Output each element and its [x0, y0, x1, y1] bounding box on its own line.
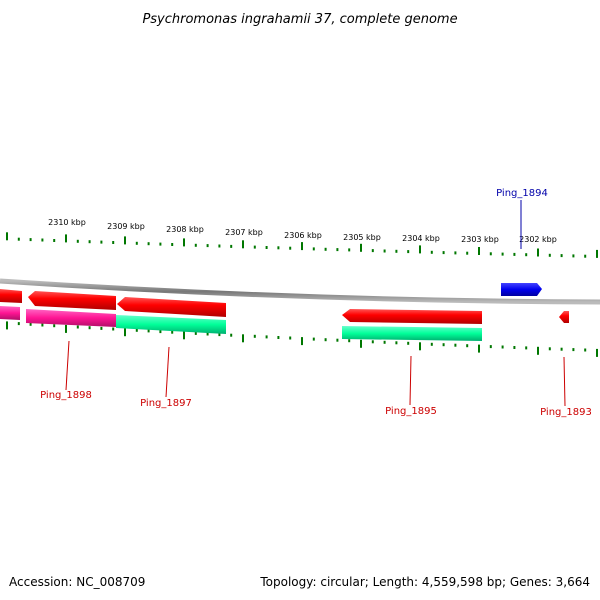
genome-summary-text: Topology: circular; Length: 4,559,598 bp… — [259, 575, 590, 589]
label-leaders — [65, 200, 566, 407]
scale-label: 2309 kbp — [107, 222, 145, 231]
gene-arrow-ping-1895[interactable] — [342, 309, 482, 324]
scale-label: 2304 kbp — [402, 234, 440, 243]
gene-labels: Ping_1898 Ping_1897 Ping_1895 Ping_1893 … — [40, 188, 592, 418]
feature-green-ping-1895[interactable] — [342, 326, 482, 341]
feature-magenta-left[interactable] — [0, 306, 20, 320]
gene-label-ping-1894[interactable]: Ping_1894 — [496, 188, 548, 199]
gene-arrow-ping-1894[interactable] — [501, 283, 542, 296]
map-title: Psychromonas ingrahamii 37, complete gen… — [142, 12, 457, 27]
scale-label: 2306 kbp — [284, 231, 322, 240]
gene-arrow-ping-1897[interactable] — [117, 297, 226, 317]
scale-label: 2302 kbp — [519, 235, 557, 244]
leader-ping-1895 — [409, 355, 412, 406]
gene-label-ping-1893[interactable]: Ping_1893 — [540, 407, 592, 418]
gene-arrow-ping-1893[interactable] — [559, 311, 569, 323]
gene-arrow-ping-1898-left[interactable] — [0, 289, 22, 303]
gene-arrow-ping-1898[interactable] — [28, 291, 116, 310]
scale-label: 2305 kbp — [343, 233, 381, 242]
leader-ping-1898 — [65, 340, 70, 391]
feature-green-ping-1897[interactable] — [116, 315, 226, 334]
scale-label: 2303 kbp — [461, 235, 499, 244]
outer-tick-track — [6, 232, 598, 258]
accession-text: Accession: NC_008709 — [9, 575, 145, 589]
reverse-strand-genes — [0, 289, 569, 324]
feature-magenta[interactable] — [26, 309, 116, 327]
leader-ping-1893 — [563, 356, 566, 407]
scale-label: 2308 kbp — [166, 225, 204, 234]
gene-label-ping-1895[interactable]: Ping_1895 — [385, 406, 437, 417]
scale-labels: 2310 kbp 2309 kbp 2308 kbp 2307 kbp 2306… — [48, 218, 557, 244]
scale-label: 2307 kbp — [225, 228, 263, 237]
leader-ping-1897 — [165, 346, 170, 398]
genome-backbone — [0, 278, 600, 305]
inner-tick-track — [6, 321, 598, 357]
scale-label: 2310 kbp — [48, 218, 86, 227]
gene-label-ping-1898[interactable]: Ping_1898 — [40, 390, 92, 401]
feature-track — [0, 306, 482, 341]
gene-label-ping-1897[interactable]: Ping_1897 — [140, 398, 192, 409]
